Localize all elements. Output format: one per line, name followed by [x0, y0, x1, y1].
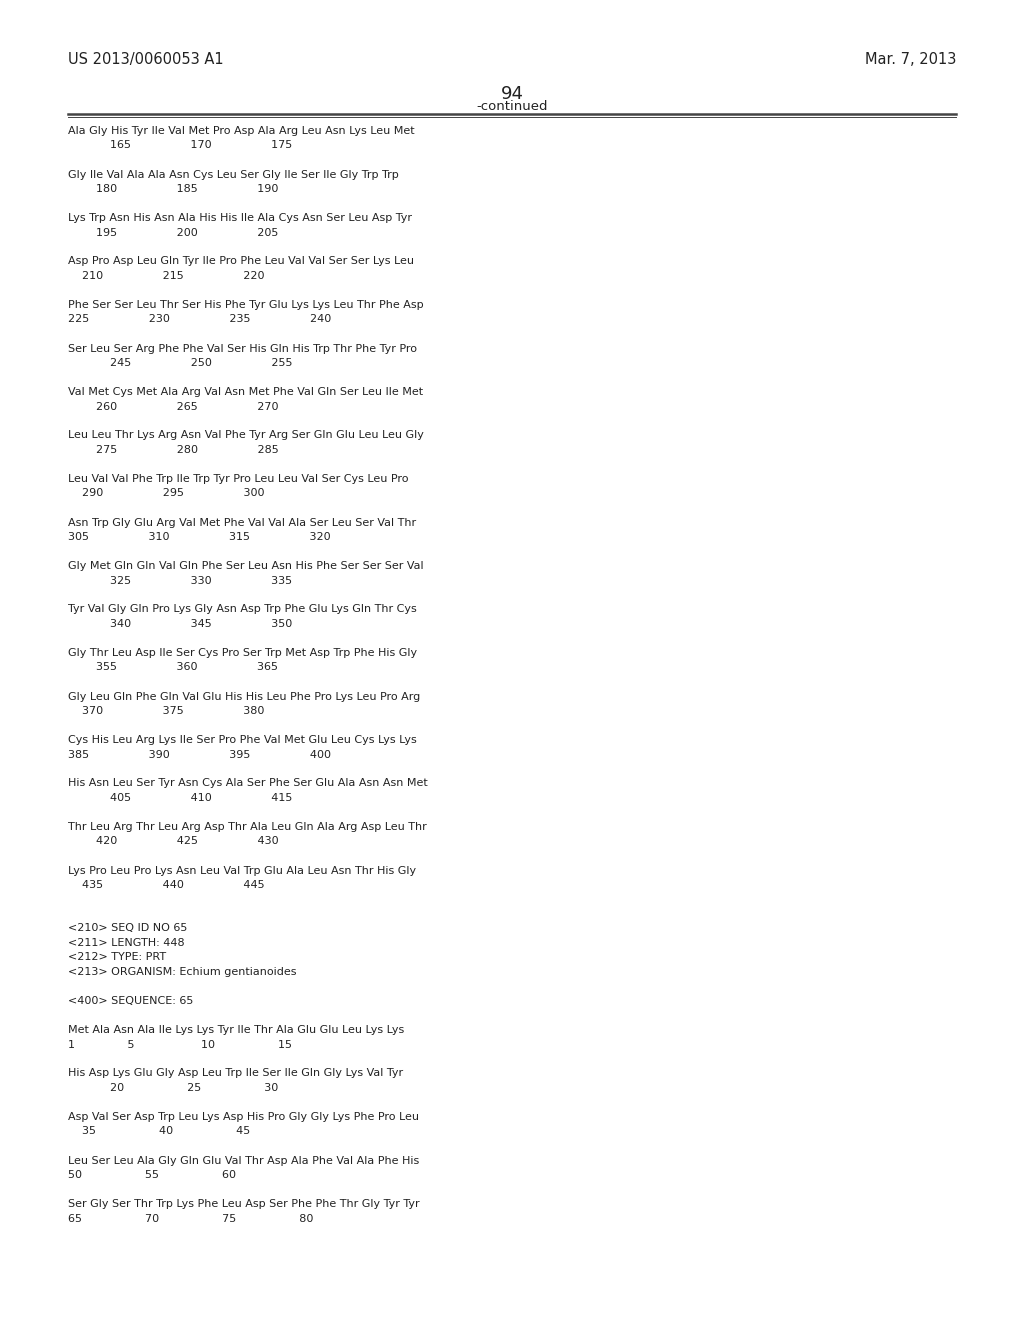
- Text: 50                  55                  60: 50 55 60: [68, 1170, 236, 1180]
- Text: His Asn Leu Ser Tyr Asn Cys Ala Ser Phe Ser Glu Ala Asn Asn Met: His Asn Leu Ser Tyr Asn Cys Ala Ser Phe …: [68, 779, 428, 788]
- Text: 355                 360                 365: 355 360 365: [68, 663, 278, 672]
- Text: Asp Val Ser Asp Trp Leu Lys Asp His Pro Gly Gly Lys Phe Pro Leu: Asp Val Ser Asp Trp Leu Lys Asp His Pro …: [68, 1111, 419, 1122]
- Text: Gly Thr Leu Asp Ile Ser Cys Pro Ser Trp Met Asp Trp Phe His Gly: Gly Thr Leu Asp Ile Ser Cys Pro Ser Trp …: [68, 648, 417, 657]
- Text: 210                 215                 220: 210 215 220: [68, 271, 264, 281]
- Text: 435                 440                 445: 435 440 445: [68, 880, 264, 890]
- Text: 94: 94: [501, 84, 523, 103]
- Text: Asn Trp Gly Glu Arg Val Met Phe Val Val Ala Ser Leu Ser Val Thr: Asn Trp Gly Glu Arg Val Met Phe Val Val …: [68, 517, 416, 528]
- Text: Ser Leu Ser Arg Phe Phe Val Ser His Gln His Trp Thr Phe Tyr Pro: Ser Leu Ser Arg Phe Phe Val Ser His Gln …: [68, 343, 417, 354]
- Text: 165                 170                 175: 165 170 175: [68, 140, 292, 150]
- Text: Leu Leu Thr Lys Arg Asn Val Phe Tyr Arg Ser Gln Glu Leu Leu Gly: Leu Leu Thr Lys Arg Asn Val Phe Tyr Arg …: [68, 430, 424, 441]
- Text: Lys Trp Asn His Asn Ala His His Ile Ala Cys Asn Ser Leu Asp Tyr: Lys Trp Asn His Asn Ala His His Ile Ala …: [68, 213, 412, 223]
- Text: Gly Met Gln Gln Val Gln Phe Ser Leu Asn His Phe Ser Ser Ser Val: Gly Met Gln Gln Val Gln Phe Ser Leu Asn …: [68, 561, 424, 572]
- Text: Phe Ser Ser Leu Thr Ser His Phe Tyr Glu Lys Lys Leu Thr Phe Asp: Phe Ser Ser Leu Thr Ser His Phe Tyr Glu …: [68, 300, 424, 310]
- Text: Thr Leu Arg Thr Leu Arg Asp Thr Ala Leu Gln Ala Arg Asp Leu Thr: Thr Leu Arg Thr Leu Arg Asp Thr Ala Leu …: [68, 822, 427, 832]
- Text: 35                  40                  45: 35 40 45: [68, 1126, 250, 1137]
- Text: Lys Pro Leu Pro Lys Asn Leu Val Trp Glu Ala Leu Asn Thr His Gly: Lys Pro Leu Pro Lys Asn Leu Val Trp Glu …: [68, 866, 416, 875]
- Text: 340                 345                 350: 340 345 350: [68, 619, 292, 630]
- Text: 405                 410                 415: 405 410 415: [68, 793, 293, 803]
- Text: Ser Gly Ser Thr Trp Lys Phe Leu Asp Ser Phe Phe Thr Gly Tyr Tyr: Ser Gly Ser Thr Trp Lys Phe Leu Asp Ser …: [68, 1199, 420, 1209]
- Text: Mar. 7, 2013: Mar. 7, 2013: [864, 51, 956, 67]
- Text: 290                 295                 300: 290 295 300: [68, 488, 264, 499]
- Text: Leu Ser Leu Ala Gly Gln Glu Val Thr Asp Ala Phe Val Ala Phe His: Leu Ser Leu Ala Gly Gln Glu Val Thr Asp …: [68, 1155, 419, 1166]
- Text: 275                 280                 285: 275 280 285: [68, 445, 279, 455]
- Text: <213> ORGANISM: Echium gentianoides: <213> ORGANISM: Echium gentianoides: [68, 968, 297, 977]
- Text: US 2013/0060053 A1: US 2013/0060053 A1: [68, 51, 223, 67]
- Text: 1               5                   10                  15: 1 5 10 15: [68, 1040, 292, 1049]
- Text: 245                 250                 255: 245 250 255: [68, 358, 293, 368]
- Text: 260                 265                 270: 260 265 270: [68, 401, 279, 412]
- Text: Gly Leu Gln Phe Gln Val Glu His His Leu Phe Pro Lys Leu Pro Arg: Gly Leu Gln Phe Gln Val Glu His His Leu …: [68, 692, 420, 701]
- Text: 385                 390                 395                 400: 385 390 395 400: [68, 750, 331, 759]
- Text: 325                 330                 335: 325 330 335: [68, 576, 292, 586]
- Text: 305                 310                 315                 320: 305 310 315 320: [68, 532, 331, 543]
- Text: Gly Ile Val Ala Ala Asn Cys Leu Ser Gly Ile Ser Ile Gly Trp Trp: Gly Ile Val Ala Ala Asn Cys Leu Ser Gly …: [68, 169, 398, 180]
- Text: Met Ala Asn Ala Ile Lys Lys Tyr Ile Thr Ala Glu Glu Leu Lys Lys: Met Ala Asn Ala Ile Lys Lys Tyr Ile Thr …: [68, 1026, 404, 1035]
- Text: <212> TYPE: PRT: <212> TYPE: PRT: [68, 953, 166, 962]
- Text: 225                 230                 235                 240: 225 230 235 240: [68, 314, 331, 325]
- Text: Leu Val Val Phe Trp Ile Trp Tyr Pro Leu Leu Val Ser Cys Leu Pro: Leu Val Val Phe Trp Ile Trp Tyr Pro Leu …: [68, 474, 409, 484]
- Text: 65                  70                  75                  80: 65 70 75 80: [68, 1213, 313, 1224]
- Text: 20                  25                  30: 20 25 30: [68, 1082, 279, 1093]
- Text: Cys His Leu Arg Lys Ile Ser Pro Phe Val Met Glu Leu Cys Lys Lys: Cys His Leu Arg Lys Ile Ser Pro Phe Val …: [68, 735, 417, 744]
- Text: Ala Gly His Tyr Ile Val Met Pro Asp Ala Arg Leu Asn Lys Leu Met: Ala Gly His Tyr Ile Val Met Pro Asp Ala …: [68, 125, 415, 136]
- Text: 420                 425                 430: 420 425 430: [68, 837, 279, 846]
- Text: 195                 200                 205: 195 200 205: [68, 227, 279, 238]
- Text: Val Met Cys Met Ala Arg Val Asn Met Phe Val Gln Ser Leu Ile Met: Val Met Cys Met Ala Arg Val Asn Met Phe …: [68, 387, 423, 397]
- Text: -continued: -continued: [476, 100, 548, 114]
- Text: Asp Pro Asp Leu Gln Tyr Ile Pro Phe Leu Val Val Ser Ser Lys Leu: Asp Pro Asp Leu Gln Tyr Ile Pro Phe Leu …: [68, 256, 414, 267]
- Text: His Asp Lys Glu Gly Asp Leu Trp Ile Ser Ile Gln Gly Lys Val Tyr: His Asp Lys Glu Gly Asp Leu Trp Ile Ser …: [68, 1068, 403, 1078]
- Text: <211> LENGTH: 448: <211> LENGTH: 448: [68, 939, 184, 948]
- Text: <400> SEQUENCE: 65: <400> SEQUENCE: 65: [68, 997, 194, 1006]
- Text: <210> SEQ ID NO 65: <210> SEQ ID NO 65: [68, 924, 187, 933]
- Text: 370                 375                 380: 370 375 380: [68, 706, 264, 715]
- Text: 180                 185                 190: 180 185 190: [68, 183, 279, 194]
- Text: Tyr Val Gly Gln Pro Lys Gly Asn Asp Trp Phe Glu Lys Gln Thr Cys: Tyr Val Gly Gln Pro Lys Gly Asn Asp Trp …: [68, 605, 417, 615]
